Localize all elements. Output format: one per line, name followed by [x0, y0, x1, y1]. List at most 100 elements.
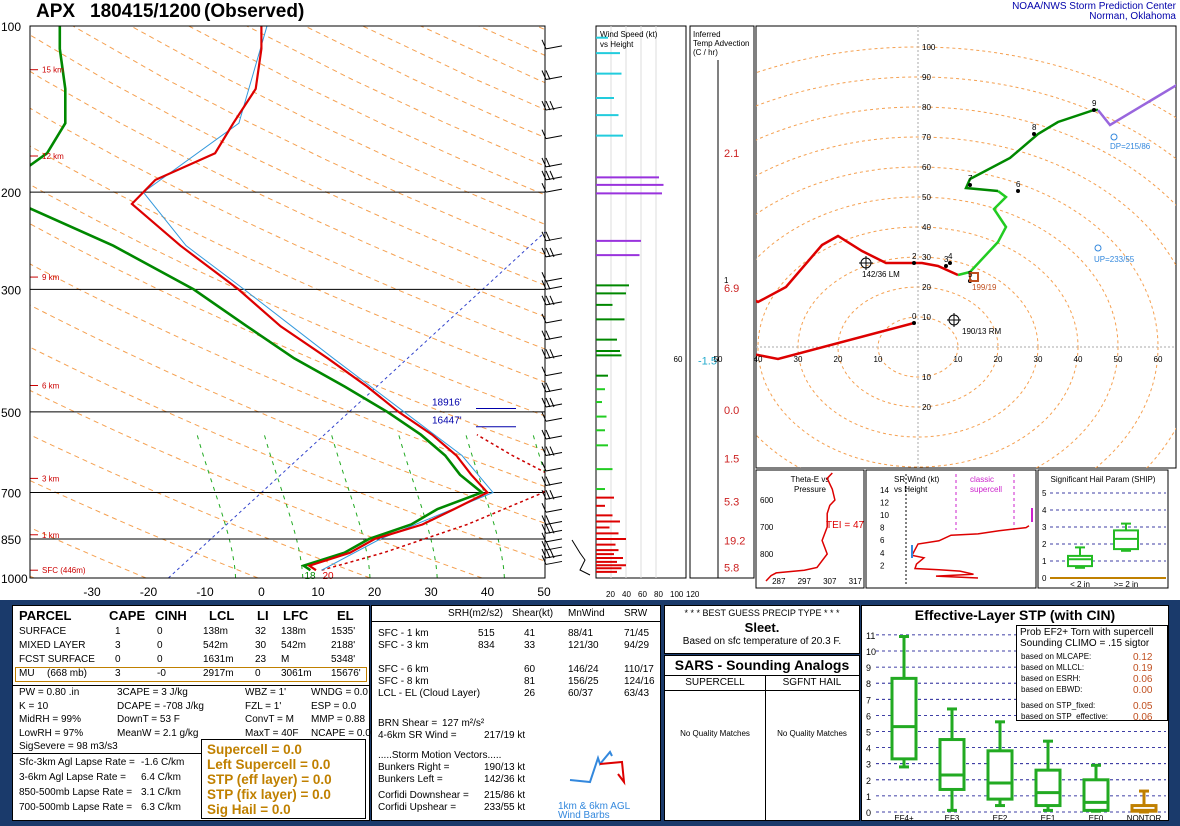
- index-cell: ESP = 0.0: [311, 700, 357, 712]
- stp-category-label: EF1: [1041, 814, 1056, 820]
- stp-category-label: EF2: [993, 814, 1008, 820]
- wind-speed-title-1: Wind Speed (kt): [600, 30, 658, 39]
- left-mover-marker: [859, 256, 873, 270]
- upshear-label: UP=233/55: [1094, 255, 1135, 264]
- ship-title: Significant Hail Param (SHIP): [1051, 475, 1156, 484]
- hodo-x-tick: 30: [1034, 355, 1043, 364]
- parcel-row: FCST SURFACE 0 0 1631m 23 M 5348': [19, 654, 363, 668]
- skew-t-diagram: 100 200 300 500 700 850 1000 -30 -20 -10 0 10 20 30 40…: [1, 20, 591, 599]
- stp-box: [938, 738, 966, 791]
- stp-y-tick: 11: [866, 631, 875, 641]
- wind-barb: [541, 461, 563, 472]
- parcel-cell: 3: [115, 640, 121, 651]
- pressure-tick-label: 100: [1, 20, 21, 34]
- kinematic-row: SFC - 1 km 515 41 88/41 71/45: [378, 628, 660, 640]
- index-cell: K = 10: [19, 700, 49, 712]
- prob-label: based on ESRH:: [1021, 674, 1081, 683]
- height-label: 9 km: [42, 273, 60, 282]
- wind-barb-flag: [545, 157, 551, 168]
- parcel-cell: 2917m: [203, 668, 234, 679]
- wind-barb-staff: [545, 554, 563, 559]
- prob-row: based on MLLCL: 0.19: [1021, 663, 1165, 674]
- hdr-el: EL: [337, 608, 354, 623]
- wind-barb-staff: [545, 482, 563, 487]
- wind-barb-flag: [541, 524, 547, 534]
- composite-param: STP (eff layer) = 0.0: [207, 772, 332, 787]
- storm-motion-value: 190/13 kt: [484, 762, 526, 773]
- storm-motion-value: 142/36 kt: [484, 774, 526, 785]
- pressure-tick-label: 200: [1, 186, 21, 200]
- precip-panel: * * * BEST GUESS PRECIP TYPE * * * Sleet…: [664, 605, 860, 654]
- hodo-frame: [755, 25, 1177, 469]
- wind-barb: [541, 349, 563, 359]
- index-cell: MeanW = 2.1 g/kg: [117, 727, 199, 739]
- wind-barb-flag: [541, 555, 547, 565]
- wind-barb-staff: [545, 403, 563, 408]
- wind-barb: [541, 503, 563, 513]
- theta-e-line: [765, 472, 836, 582]
- wind-barb-flag: [545, 476, 551, 486]
- height-label: SFC (446m): [42, 566, 86, 575]
- precip-value: Sleet.: [744, 620, 780, 635]
- parcel-cell: -0: [157, 668, 166, 679]
- kinematic-cell: SFC - 6 km: [378, 664, 429, 675]
- wind-barb-flag: [541, 330, 547, 340]
- wind-barb-flag: [545, 295, 551, 306]
- sounding-type: (Observed): [204, 1, 305, 22]
- wind-barb-flag: [545, 446, 551, 456]
- kin-divider: [372, 621, 660, 622]
- wind-barb: [541, 247, 563, 258]
- org-line-2: Norman, Oklahoma: [1089, 11, 1176, 22]
- sars-col1-text: No Quality Matches: [680, 729, 750, 738]
- stp-box: [1082, 778, 1110, 812]
- wind-barb-flag: [541, 157, 547, 168]
- hodo-x-tick: 20: [994, 355, 1003, 364]
- parcel-cell: 15676': [331, 668, 361, 679]
- advection-value: 5.8: [724, 562, 739, 574]
- left-mover-label: 142/36 LM: [862, 270, 900, 279]
- pressure-tick-label: 850: [1, 533, 21, 547]
- hodo-x-tick: 60: [1154, 355, 1163, 364]
- wind-barb: [541, 476, 563, 487]
- wind-barb: [541, 382, 563, 393]
- hodo-y-tick: 10: [922, 313, 931, 322]
- hdr-shear: Shear(kt): [512, 608, 554, 619]
- advection-value: 1.5: [724, 454, 739, 466]
- theta-e-y-tick: 800: [760, 550, 774, 559]
- level-height-label: 16447': [432, 416, 462, 427]
- wind-barb-flag: [545, 524, 551, 534]
- wind-barb-flag: [541, 295, 547, 306]
- mean-wind-marker: [969, 272, 979, 282]
- hodo-plot-area: [756, 26, 1176, 468]
- parcel-cell: 0: [255, 668, 261, 679]
- ship-y-tick: 3: [1042, 523, 1047, 532]
- wind-barb-1km: [599, 760, 626, 786]
- moist-adiabat-line: [465, 434, 505, 578]
- hodo-y-tick: 50: [922, 193, 931, 202]
- wind-barb: [541, 524, 563, 534]
- header: APX 180415/1200 (Observed) NOAA/NWS Stor…: [0, 0, 1180, 24]
- hodo-x-tick: 50: [1114, 355, 1123, 364]
- kinematic-cell: 110/17: [624, 664, 654, 675]
- hodo-height-label: 3: [944, 255, 949, 264]
- brn-value: 127 m²/s²: [441, 718, 485, 729]
- prob-row: based on ESRH: 0.06: [1021, 674, 1165, 685]
- parcel-cell: 542m: [203, 640, 229, 651]
- wind-barb-flag: [549, 100, 555, 111]
- temp-tick-label: 40: [481, 585, 495, 599]
- wind-barb-flag: [541, 532, 547, 543]
- wind-barb-6km: [569, 750, 613, 784]
- sars-divider: [665, 675, 859, 676]
- wind-barb-flag: [545, 490, 551, 500]
- lapse-row: Sfc-3km Agl Lapse Rate = -1.6 C/km: [19, 757, 199, 772]
- wind-barbs-inset: [569, 750, 626, 786]
- wind-barb-flag: [545, 540, 551, 551]
- hodo-x-tick: 20: [834, 355, 843, 364]
- index-cell: NCAPE = 0.00: [311, 727, 377, 739]
- stp-y-tick: 1: [866, 792, 871, 802]
- stp-category-label: NONTOR: [1127, 814, 1162, 820]
- wind-barb-flag: [545, 231, 551, 242]
- wind-barb: [541, 182, 563, 193]
